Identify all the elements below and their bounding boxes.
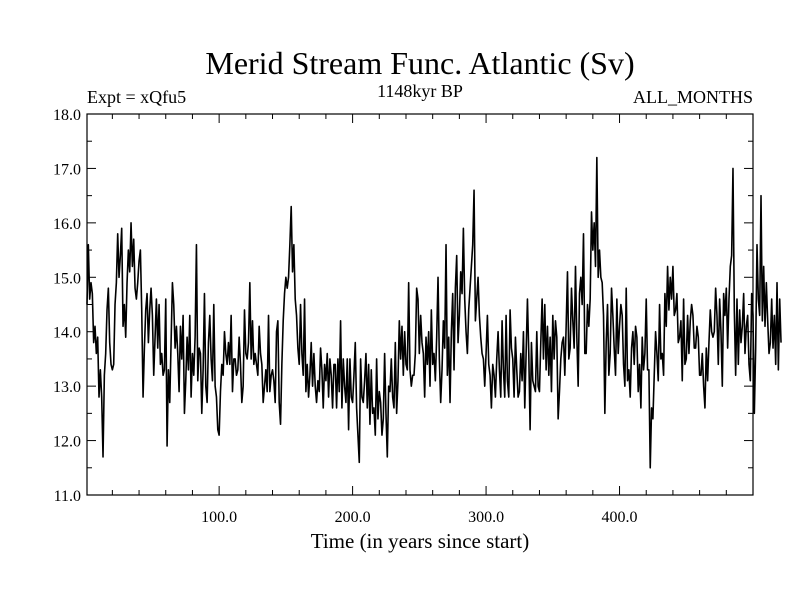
series-line-xqfu5	[86, 156, 782, 469]
x-axis: 100.0 200.0 300.0 400.0	[111, 114, 727, 526]
x-tick-label: 200.0	[335, 509, 371, 526]
y-tick-label: 13.0	[53, 379, 81, 396]
y-tick-label: 16.0	[53, 216, 81, 233]
x-axis-label: Time (in years since start)	[311, 529, 530, 553]
x-tick-label: 100.0	[201, 509, 237, 526]
y-tick-label: 14.0	[53, 325, 81, 342]
plot-frame	[86, 113, 754, 496]
y-tick-label: 18.0	[53, 107, 81, 124]
chart-title: Merid Stream Func. Atlantic (Sv)	[205, 45, 634, 81]
chart-subtitle: 1148kyr BP	[377, 81, 463, 101]
y-axis: 11.0 12.0 13.0 14.0 15.0 16.0 17.0 18.0	[53, 107, 753, 505]
experiment-label: Expt = xQfu5	[87, 87, 186, 107]
x-tick-label: 300.0	[468, 509, 504, 526]
y-tick-label: 12.0	[53, 434, 81, 451]
x-tick-label: 400.0	[602, 509, 638, 526]
months-label: ALL_MONTHS	[633, 87, 753, 107]
y-tick-label: 11.0	[54, 488, 81, 505]
y-tick-label: 17.0	[53, 161, 81, 178]
y-tick-label: 15.0	[53, 270, 81, 287]
